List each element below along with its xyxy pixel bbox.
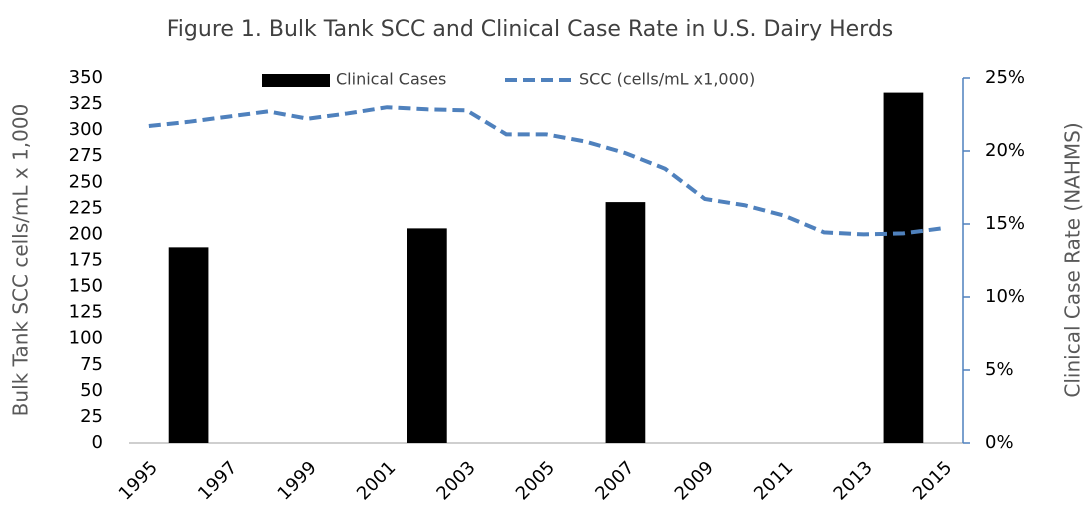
y2-tick-label: 20% <box>985 140 1025 161</box>
y-tick-label: 150 <box>69 276 103 297</box>
y-tick-label: 225 <box>69 197 103 218</box>
legend-label: SCC (cells/mL x1,000) <box>579 70 755 89</box>
y-tick-label: 250 <box>69 171 103 192</box>
x-tick-label: 2013 <box>830 457 877 504</box>
legend-swatch <box>262 74 330 87</box>
y-tick-label: 325 <box>69 93 103 114</box>
x-tick-label: 2001 <box>353 457 400 504</box>
y-axis-title: Bulk Tank SCC cells/mL x 1,000 <box>9 104 33 417</box>
y-tick-label: 125 <box>69 302 103 323</box>
x-tick-label: 2015 <box>909 457 956 504</box>
y-tick-label: 350 <box>69 67 103 88</box>
y-tick-label: 0 <box>92 432 103 453</box>
bar <box>605 202 646 443</box>
x-tick-label: 1999 <box>274 457 321 504</box>
x-tick-label: 2003 <box>432 457 479 504</box>
x-tick-label: 2011 <box>750 457 797 504</box>
y-tick-label: 100 <box>69 328 103 349</box>
chart-title: Figure 1. Bulk Tank SCC and Clinical Cas… <box>167 17 894 42</box>
x-tick-label: 2007 <box>591 457 638 504</box>
y-tick-label: 275 <box>69 145 103 166</box>
legend-label: Clinical Cases <box>336 70 446 89</box>
y2-axis-title: Clinical Case Rate (NAHMS) <box>1061 122 1085 397</box>
y2-tick-label: 25% <box>985 67 1025 88</box>
y2-tick-label: 15% <box>985 213 1025 234</box>
x-tick-label: 2005 <box>512 457 559 504</box>
y-tick-label: 300 <box>69 119 103 140</box>
y2-tick-label: 0% <box>985 432 1014 453</box>
y-tick-label: 175 <box>69 250 103 271</box>
y2-tick-label: 10% <box>985 286 1025 307</box>
y-tick-label: 200 <box>69 223 103 244</box>
line <box>148 105 944 237</box>
x-tick-label: 1995 <box>115 457 162 504</box>
bar <box>168 247 209 443</box>
y-tick-label: 50 <box>80 380 103 401</box>
bar <box>407 228 447 443</box>
x-tick-label: 2009 <box>671 457 718 504</box>
x-tick-label: 1997 <box>194 457 241 504</box>
y-tick-label: 75 <box>80 354 103 375</box>
y-tick-label: 25 <box>80 406 103 427</box>
bar <box>883 92 924 443</box>
y2-tick-label: 5% <box>985 359 1014 380</box>
